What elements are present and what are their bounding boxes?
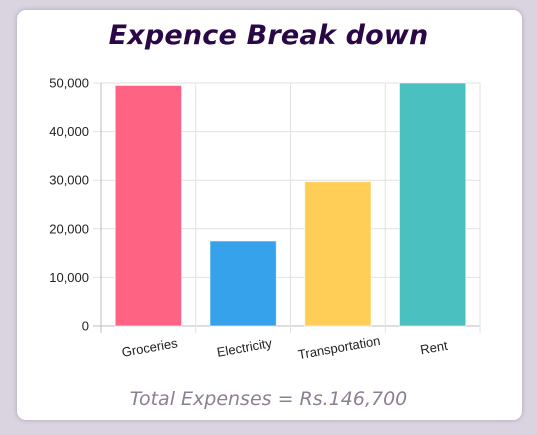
- x-tick-label: Rent: [419, 338, 449, 358]
- bar-groceries[interactable]: [114, 84, 183, 327]
- y-tick-label: 50,000: [49, 76, 89, 91]
- x-tick-label: Electricity: [216, 335, 274, 360]
- bar-transportation[interactable]: [304, 181, 372, 327]
- y-tick-label: 20,000: [49, 221, 89, 236]
- x-tick-label: Groceries: [121, 335, 180, 360]
- bar-rent[interactable]: [398, 82, 467, 327]
- y-tick-label: 0: [82, 319, 89, 334]
- y-tick-label: 30,000: [49, 173, 89, 188]
- chart-title: Expence Break down: [108, 20, 429, 51]
- x-tick-label: Transportation: [297, 333, 382, 362]
- total-expenses-label: Total Expenses = Rs.146,700: [129, 388, 408, 410]
- bars: [114, 82, 467, 327]
- y-tick-label: 10,000: [49, 270, 89, 285]
- x-axis-ticks: Groceries Electricity Transportation Rent: [121, 333, 450, 362]
- y-tick-label: 40,000: [49, 124, 89, 139]
- bar-electricity[interactable]: [209, 240, 277, 327]
- y-axis-ticks: 0 10,000 20,000 30,000 40,000 50,000: [49, 76, 89, 334]
